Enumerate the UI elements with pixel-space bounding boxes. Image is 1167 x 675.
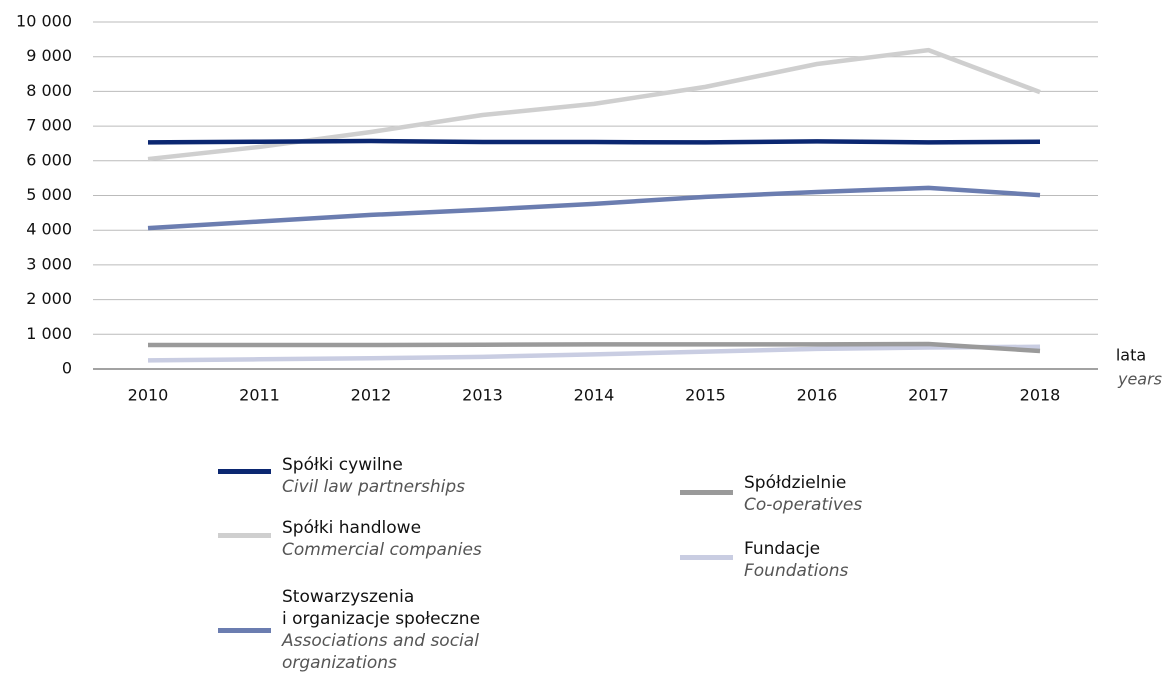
legend-swatch	[680, 555, 733, 560]
legend-label: Stowarzyszenia i organizacje społeczne	[282, 587, 481, 629]
legend-entry: Spółki cywilne Civil law partnerships	[282, 454, 542, 498]
x-axis-label-en: years	[1117, 370, 1162, 389]
legend-entry: Stowarzyszenia i organizacje społeczne As…	[282, 586, 537, 674]
legend-label: Spółki cywilne	[282, 455, 403, 475]
legend-label: Fundacje	[744, 539, 821, 559]
series-line	[148, 341, 1041, 354]
series-line	[147, 185, 1041, 231]
legend-label-en: Foundations	[744, 561, 849, 581]
x-tick-label: 2013	[462, 386, 503, 405]
y-tick-label: 4 000	[26, 220, 72, 239]
legend-label-en: Commercial companies	[282, 540, 482, 560]
y-tick-label: 3 000	[26, 254, 72, 273]
legend-entry: Spółki handlowe Commercial companies	[282, 517, 542, 561]
x-tick-label: 2016	[797, 386, 838, 405]
legend-label: Spółki handlowe	[282, 518, 422, 538]
y-tick-label: 7 000	[26, 116, 72, 135]
y-tick-label: 10 000	[16, 12, 72, 31]
x-tick-label: 2012	[351, 386, 392, 405]
x-tick-label: 2010	[128, 386, 169, 405]
legend-label-en: Associations and social organizations	[282, 631, 479, 673]
series-line	[147, 344, 1041, 363]
legend-swatch	[218, 628, 271, 633]
legend-swatch	[218, 469, 271, 474]
x-tick-label: 2018	[1020, 386, 1061, 405]
y-tick-label: 9 000	[26, 46, 72, 65]
legend-entry: Spółdzielnie Co-operatives	[744, 472, 964, 516]
y-tick-label: 6 000	[26, 150, 72, 169]
y-tick-label: 5 000	[26, 185, 72, 204]
y-tick-label: 2 000	[26, 289, 72, 308]
x-tick-label: 2017	[908, 386, 949, 405]
x-tick-label: 2014	[574, 386, 615, 405]
x-tick-label: 2011	[239, 386, 280, 405]
y-tick-label: 0	[62, 359, 72, 378]
legend-label-en: Co-operatives	[744, 495, 863, 515]
legend-swatch	[680, 490, 733, 495]
legend-label: Spółdzielnie	[744, 473, 847, 493]
x-tick-label: 2015	[685, 386, 726, 405]
x-axis-label: lata	[1116, 346, 1146, 365]
series-line	[147, 138, 1041, 145]
y-tick-label: 1 000	[26, 324, 72, 343]
legend-swatch	[218, 533, 271, 538]
legend-entry: Fundacje Foundations	[744, 538, 964, 582]
legend-label-en: Civil law partnerships	[282, 477, 466, 497]
y-tick-label: 8 000	[26, 81, 72, 100]
